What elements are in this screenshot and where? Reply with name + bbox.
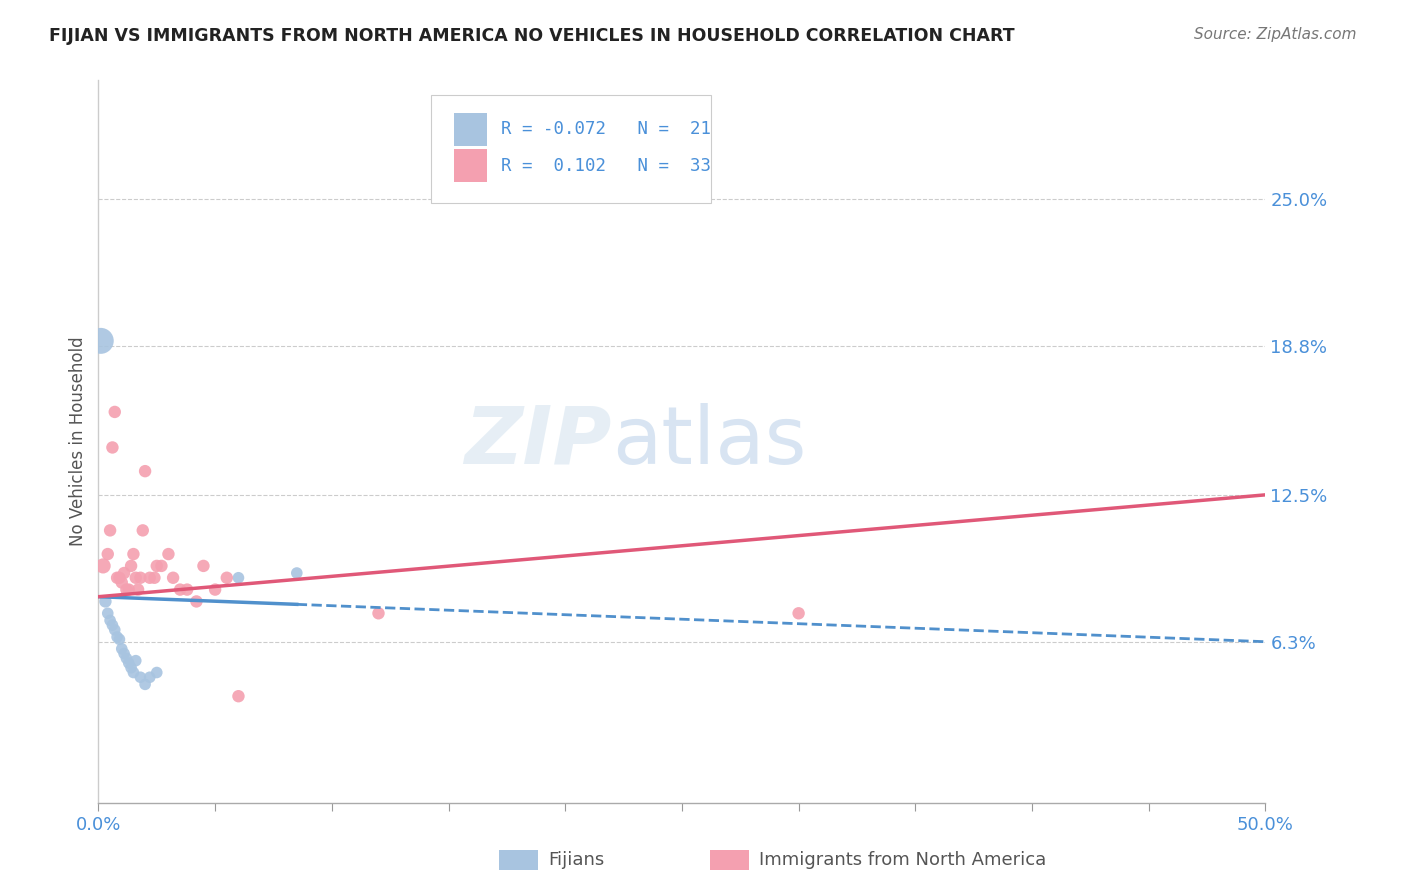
Point — [132, 524, 155, 538]
Point — [186, 594, 208, 608]
Point — [120, 558, 142, 573]
Point — [367, 607, 389, 621]
Point — [97, 607, 120, 621]
FancyBboxPatch shape — [454, 113, 486, 145]
Point — [228, 689, 250, 703]
Point — [143, 571, 166, 585]
Point — [112, 566, 135, 580]
Point — [98, 524, 121, 538]
Point — [122, 547, 145, 561]
Point — [115, 582, 138, 597]
Point — [787, 607, 810, 621]
Point — [125, 571, 148, 585]
Point — [139, 670, 162, 684]
Point — [118, 582, 141, 597]
Point — [111, 641, 134, 656]
Point — [108, 571, 131, 585]
Text: Source: ZipAtlas.com: Source: ZipAtlas.com — [1194, 27, 1357, 42]
Y-axis label: No Vehicles in Household: No Vehicles in Household — [69, 336, 87, 547]
Point — [162, 571, 184, 585]
Point — [90, 334, 112, 348]
Text: Immigrants from North America: Immigrants from North America — [759, 851, 1046, 869]
Point — [150, 558, 173, 573]
FancyBboxPatch shape — [432, 95, 711, 203]
Text: R = -0.072   N =  21: R = -0.072 N = 21 — [501, 120, 711, 138]
Point — [91, 558, 114, 573]
Point — [104, 623, 127, 637]
Point — [104, 405, 127, 419]
Point — [285, 566, 308, 580]
Point — [115, 651, 138, 665]
Point — [94, 594, 117, 608]
FancyBboxPatch shape — [454, 149, 486, 182]
Text: atlas: atlas — [612, 402, 806, 481]
Point — [228, 571, 250, 585]
Point — [108, 632, 131, 647]
Text: ZIP: ZIP — [464, 402, 612, 481]
Point — [134, 677, 156, 691]
Point — [120, 661, 142, 675]
Point — [129, 571, 152, 585]
Text: R =  0.102   N =  33: R = 0.102 N = 33 — [501, 156, 711, 175]
Point — [204, 582, 226, 597]
Point — [157, 547, 180, 561]
Point — [118, 656, 141, 670]
Point — [111, 575, 134, 590]
Point — [169, 582, 191, 597]
Text: Fijians: Fijians — [548, 851, 605, 869]
Point — [101, 618, 124, 632]
Point — [112, 647, 135, 661]
Point — [176, 582, 198, 597]
Point — [97, 547, 120, 561]
Point — [146, 558, 169, 573]
Point — [193, 558, 215, 573]
Point — [105, 571, 128, 585]
Point — [129, 670, 152, 684]
Point — [105, 630, 128, 644]
Text: FIJIAN VS IMMIGRANTS FROM NORTH AMERICA NO VEHICLES IN HOUSEHOLD CORRELATION CHA: FIJIAN VS IMMIGRANTS FROM NORTH AMERICA … — [49, 27, 1015, 45]
Point — [127, 582, 149, 597]
Point — [146, 665, 169, 680]
Point — [134, 464, 156, 478]
Point — [215, 571, 238, 585]
Point — [122, 665, 145, 680]
Point — [125, 654, 148, 668]
Point — [139, 571, 162, 585]
Point — [101, 441, 124, 455]
Point — [98, 614, 121, 628]
